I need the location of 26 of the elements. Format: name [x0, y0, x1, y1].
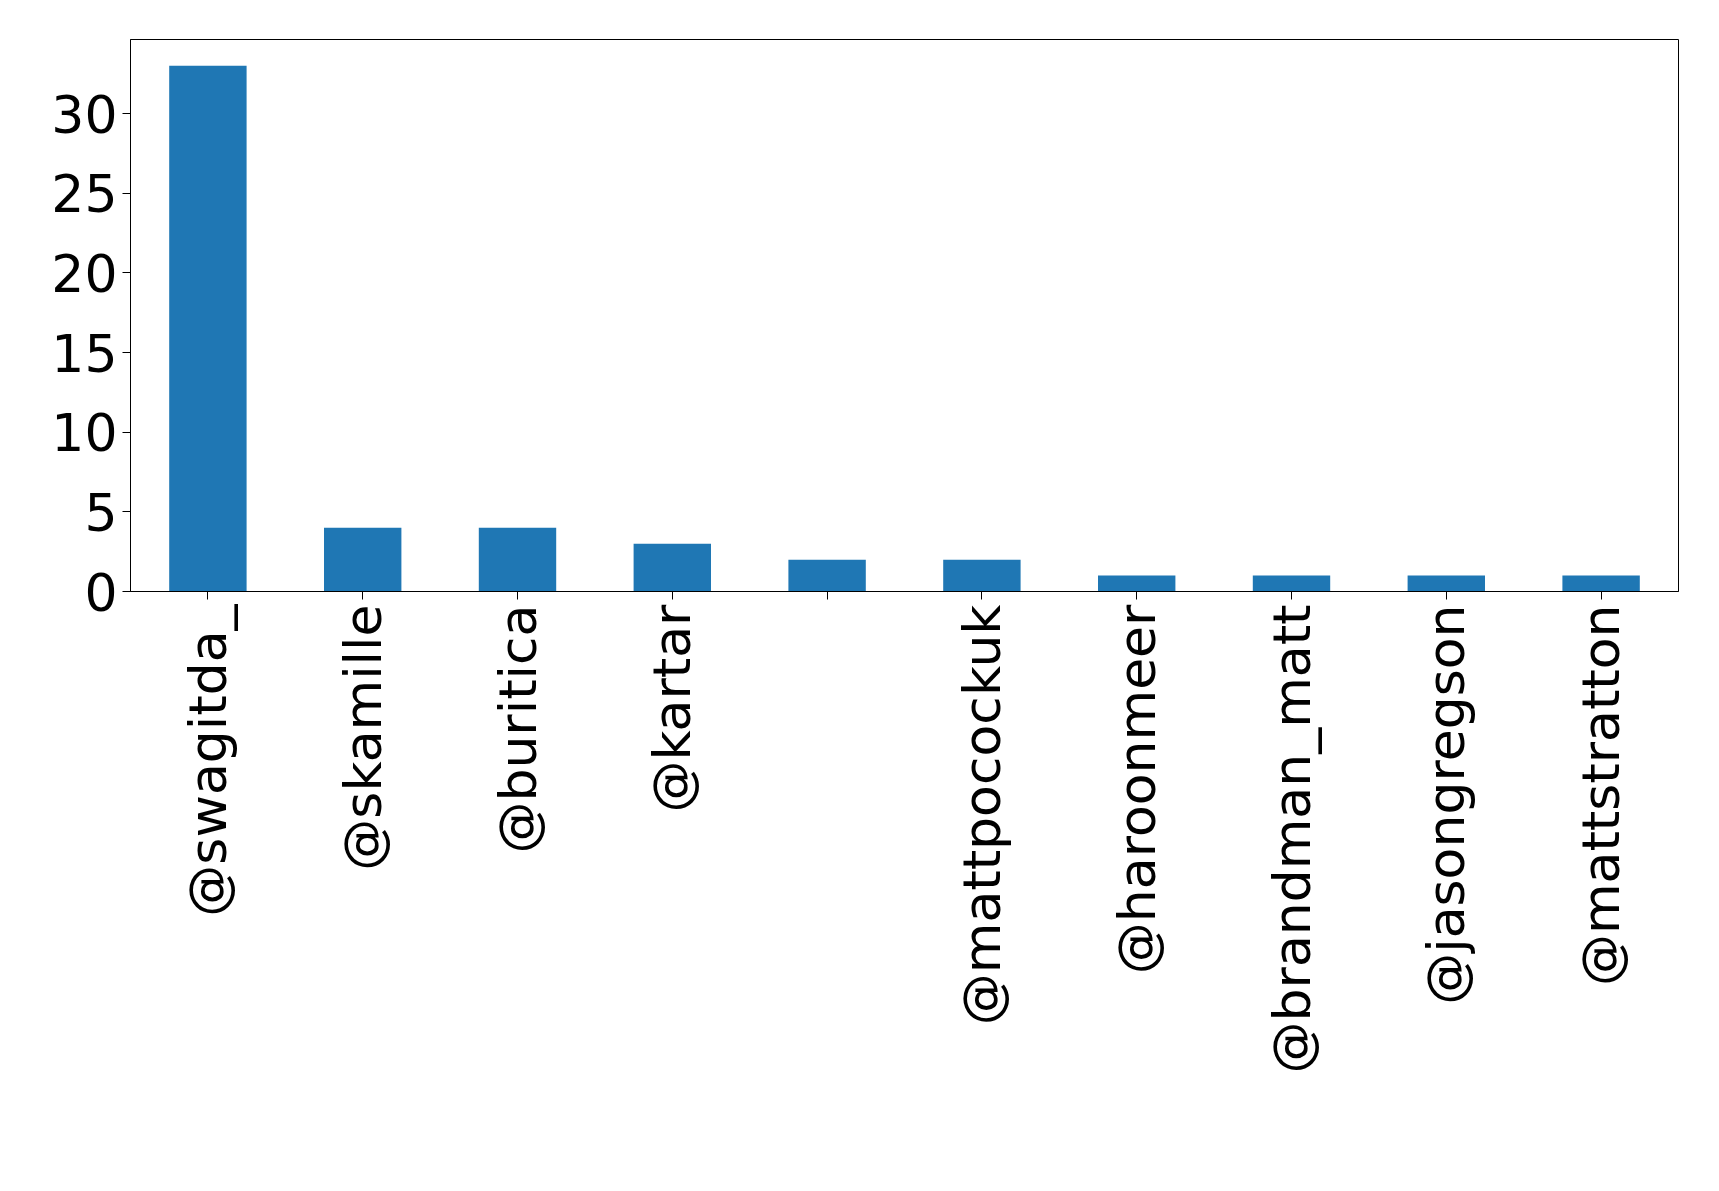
y-tick-label: 10 [51, 403, 118, 464]
bar [169, 65, 247, 592]
y-tick-label: 5 [84, 482, 118, 543]
y-tick-label: 20 [51, 243, 118, 304]
bar [1407, 575, 1485, 592]
x-tick-label: @skamille [332, 604, 393, 871]
bar [1098, 575, 1176, 592]
y-tick-label: 30 [51, 84, 118, 145]
x-tick-label: @mattstratton [1571, 604, 1632, 987]
x-tick-label: @mattpocockuk [951, 604, 1012, 1026]
bar [788, 559, 866, 592]
x-tick-label: @swagitda_ [177, 603, 238, 917]
y-tick-label: 0 [84, 562, 118, 623]
x-tick-label: @jasongregson [1416, 604, 1477, 1005]
bar [943, 559, 1021, 592]
bar [324, 527, 402, 592]
y-tick-label: 25 [51, 164, 118, 225]
bar [633, 543, 711, 592]
y-tick-label: 15 [51, 323, 118, 384]
x-tick-label: @haroonmeer [1106, 603, 1167, 975]
bar [1562, 575, 1640, 592]
x-tick-label: @brandman_matt [1261, 604, 1322, 1074]
x-tick-label: @kartar [642, 603, 703, 813]
x-tick-label: @buritica [487, 604, 548, 854]
bar [1252, 575, 1331, 592]
bar [478, 527, 557, 592]
